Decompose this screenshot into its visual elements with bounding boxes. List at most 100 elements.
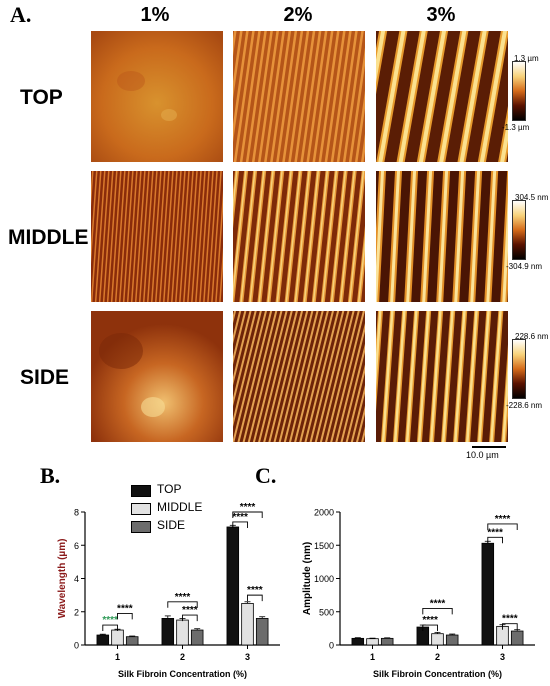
row-header-top: TOP — [20, 86, 63, 109]
colorbar-side — [512, 339, 526, 399]
chart0-ytick-label-2: 4 — [74, 574, 79, 584]
chart1-sig-line-0 — [422, 624, 438, 632]
chart1-ytick-label-0: 0 — [329, 641, 334, 651]
chart0-sig-line-5 — [232, 511, 263, 518]
colorbar-top-min: -1.3 µm — [502, 123, 530, 132]
chart0-sig-label-1: **** — [117, 603, 133, 614]
afm-image-top-1pct — [91, 31, 223, 162]
legend-swatch-top — [131, 485, 151, 497]
chart1-ytick-label-2: 1000 — [314, 574, 334, 584]
afm-image-side-1pct — [91, 311, 223, 442]
chart1-ytick-label-3: 1500 — [314, 541, 334, 551]
chart1-bar-top-1 — [351, 637, 365, 646]
chart1-xtick-label-1: 2 — [435, 652, 440, 662]
chart0-sig-label-4: **** — [232, 512, 248, 523]
chart1-sig-line-4 — [502, 623, 518, 630]
column-header-2pct: 2% — [283, 4, 313, 26]
chart1-bar-middle-2 — [431, 633, 444, 646]
chart0-xtick-label-0: 1 — [115, 652, 120, 662]
chart0-sig-label-0: **** — [102, 615, 118, 626]
chart1-bar-side-2 — [445, 634, 459, 646]
amplitude-bar-chart: 0 500 1000 1500 2000 Amplitude (nm) 1 2 3 Silk Fi… — [302, 508, 535, 679]
chart1-sig-line-1 — [422, 607, 453, 615]
wavelength-bar-chart: 0 2 4 6 8 Wavelength (µm) 1 2 3 Silk Fibroin Conc… — [57, 502, 280, 679]
row-header-side: SIDE — [20, 366, 70, 389]
legend-label-top: TOP — [157, 482, 182, 496]
chart0-sig-line-3 — [182, 614, 198, 622]
chart0-bar-side-1 — [125, 636, 139, 646]
scale-bar — [472, 446, 506, 448]
chart0-sig-bracket-0: **** — [102, 615, 118, 632]
chart0-y-label: Wavelength (µm) — [57, 539, 68, 619]
colorbar-side-max: 228.6 nm — [515, 332, 549, 341]
chart0-ytick-label-0: 0 — [74, 641, 79, 651]
chart0-sig-label-5: **** — [240, 502, 256, 513]
chart0-sig-label-3: **** — [182, 605, 198, 616]
chart0-sig-line-6 — [247, 594, 263, 602]
legend-label-middle: MIDDLE — [157, 500, 203, 514]
chart1-bar-top-3 — [481, 542, 495, 646]
chart0-sig-bracket-4: **** — [232, 512, 248, 528]
afm-image-side-3pct — [376, 311, 508, 442]
chart1-sig-bracket-2: **** — [487, 527, 503, 544]
scale-bar-label: 10.0 µm — [466, 450, 499, 460]
chart0-bar-middle-2 — [176, 619, 189, 646]
chart0-sig-line-2 — [167, 601, 198, 608]
column-header-1pct: 1% — [140, 4, 170, 26]
colorbar-middle-min: -304.9 nm — [506, 262, 543, 271]
colorbar-side-min: -228.6 nm — [506, 401, 543, 410]
chart1-sig-bracket-0: **** — [422, 615, 438, 632]
colorbar-middle-max: 304.5 nm — [515, 193, 549, 202]
chart0-ytick-label-3: 6 — [74, 541, 79, 551]
chart1-bar-side-1 — [380, 637, 394, 646]
chart1-ytick-label-1: 500 — [319, 607, 334, 617]
chart0-bar-side-2 — [190, 629, 204, 646]
chart0-sig-label-6: **** — [247, 585, 263, 596]
afm-image-middle-2pct — [233, 171, 365, 302]
chart0-x-label: Silk Fibroin Concentration (%) — [118, 669, 247, 679]
legend-swatch-side — [131, 521, 151, 533]
chart1-sig-label-3: **** — [495, 514, 511, 525]
chart0-bar-side-3 — [255, 617, 269, 646]
chart1-sig-bracket-1: **** — [422, 598, 453, 615]
chart0-sig-line-4 — [232, 521, 248, 528]
chart0-xtick-label-2: 3 — [245, 652, 250, 662]
chart1-sig-label-0: **** — [422, 615, 438, 626]
chart0-sig-bracket-2: **** — [167, 592, 198, 608]
panel-a-letter: A. — [10, 2, 32, 27]
column-header-3pct: 3% — [426, 4, 456, 26]
colorbar-top-max: 1.3 µm — [514, 54, 539, 63]
chart0-bar-middle-3 — [241, 603, 254, 646]
afm-image-top-2pct — [233, 31, 365, 162]
chart1-sig-line-2 — [487, 536, 503, 544]
chart1-x-label: Silk Fibroin Concentration (%) — [373, 669, 502, 679]
chart0-sig-bracket-6: **** — [247, 585, 263, 602]
chart0-sig-line-1 — [117, 612, 133, 620]
chart1-sig-line-3 — [487, 523, 518, 530]
chart0-bar-top-3 — [226, 526, 240, 646]
chart0-ytick-label-4: 8 — [74, 508, 79, 518]
legend-label-side: SIDE — [157, 518, 186, 532]
row-header-middle: MIDDLE — [8, 226, 89, 249]
chart0-bar-top-1 — [96, 634, 110, 646]
chart1-sig-label-1: **** — [430, 598, 446, 609]
colorbar-middle — [512, 200, 526, 260]
afm-image-middle-3pct — [376, 171, 508, 302]
chart1-ytick-label-4: 2000 — [314, 508, 334, 518]
chart1-bar-middle-1 — [366, 638, 379, 646]
panel-b-letter: B. — [40, 463, 61, 488]
afm-image-side-2pct — [233, 311, 365, 442]
chart0-sig-label-2: **** — [175, 592, 191, 603]
chart1-sig-bracket-4: **** — [502, 614, 518, 630]
panel-c-letter: C. — [255, 463, 277, 488]
chart0-ytick-label-1: 2 — [74, 607, 79, 617]
chart0-sig-bracket-1: **** — [117, 603, 133, 620]
chart1-sig-label-4: **** — [502, 614, 518, 625]
chart0-bar-middle-1 — [111, 629, 124, 646]
chart1-sig-label-2: **** — [487, 527, 503, 538]
chart1-y-label: Amplitude (nm) — [302, 542, 313, 615]
legend-swatch-middle — [131, 503, 151, 515]
colorbar-top — [512, 61, 526, 121]
chart0-xtick-label-1: 2 — [180, 652, 185, 662]
chart0-bar-top-2 — [161, 617, 175, 646]
